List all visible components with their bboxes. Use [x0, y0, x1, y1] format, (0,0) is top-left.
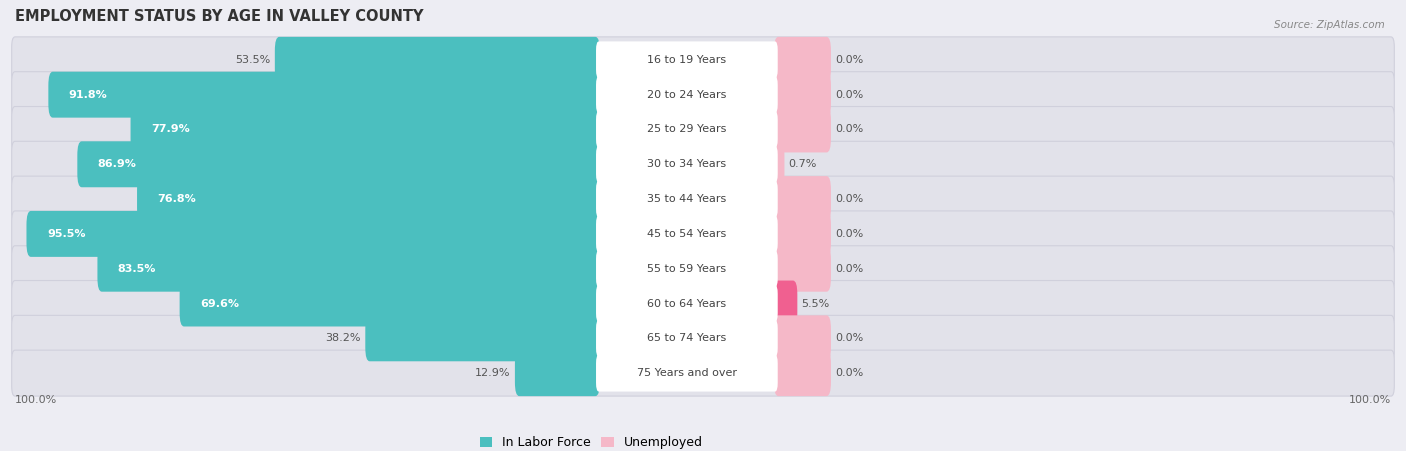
Text: 100.0%: 100.0% [1348, 395, 1391, 405]
FancyBboxPatch shape [773, 37, 831, 83]
FancyBboxPatch shape [11, 350, 1395, 396]
FancyBboxPatch shape [596, 354, 778, 391]
Text: 20 to 24 Years: 20 to 24 Years [647, 90, 727, 100]
FancyBboxPatch shape [11, 246, 1395, 292]
Text: 0.0%: 0.0% [835, 368, 863, 378]
Text: 0.0%: 0.0% [835, 264, 863, 274]
Text: 0.0%: 0.0% [835, 124, 863, 134]
FancyBboxPatch shape [773, 176, 831, 222]
FancyBboxPatch shape [366, 315, 600, 361]
FancyBboxPatch shape [48, 72, 600, 118]
Text: 5.5%: 5.5% [801, 299, 830, 308]
Text: 38.2%: 38.2% [326, 333, 361, 343]
Text: 55 to 59 Years: 55 to 59 Years [647, 264, 727, 274]
FancyBboxPatch shape [596, 111, 778, 148]
FancyBboxPatch shape [596, 146, 778, 183]
Text: 35 to 44 Years: 35 to 44 Years [647, 194, 727, 204]
FancyBboxPatch shape [773, 315, 831, 361]
Text: 77.9%: 77.9% [150, 124, 190, 134]
FancyBboxPatch shape [97, 246, 600, 292]
Text: 0.0%: 0.0% [835, 194, 863, 204]
Text: 69.6%: 69.6% [200, 299, 239, 308]
Text: EMPLOYMENT STATUS BY AGE IN VALLEY COUNTY: EMPLOYMENT STATUS BY AGE IN VALLEY COUNT… [15, 9, 423, 24]
FancyBboxPatch shape [596, 250, 778, 287]
FancyBboxPatch shape [773, 141, 785, 187]
FancyBboxPatch shape [773, 281, 797, 327]
FancyBboxPatch shape [27, 211, 600, 257]
Text: 0.7%: 0.7% [789, 159, 817, 169]
FancyBboxPatch shape [596, 41, 778, 78]
FancyBboxPatch shape [180, 281, 600, 327]
FancyBboxPatch shape [11, 281, 1395, 327]
Text: Source: ZipAtlas.com: Source: ZipAtlas.com [1274, 20, 1385, 30]
Text: 100.0%: 100.0% [15, 395, 58, 405]
FancyBboxPatch shape [11, 141, 1395, 187]
FancyBboxPatch shape [11, 315, 1395, 361]
FancyBboxPatch shape [596, 76, 778, 113]
FancyBboxPatch shape [274, 37, 600, 83]
FancyBboxPatch shape [136, 176, 600, 222]
Text: 25 to 29 Years: 25 to 29 Years [647, 124, 727, 134]
FancyBboxPatch shape [773, 350, 831, 396]
FancyBboxPatch shape [773, 211, 831, 257]
FancyBboxPatch shape [596, 320, 778, 357]
Text: 91.8%: 91.8% [69, 90, 107, 100]
FancyBboxPatch shape [131, 106, 600, 152]
FancyBboxPatch shape [596, 181, 778, 217]
FancyBboxPatch shape [515, 350, 600, 396]
Text: 75 Years and over: 75 Years and over [637, 368, 737, 378]
FancyBboxPatch shape [11, 72, 1395, 118]
FancyBboxPatch shape [77, 141, 600, 187]
Text: 0.0%: 0.0% [835, 229, 863, 239]
FancyBboxPatch shape [11, 106, 1395, 152]
FancyBboxPatch shape [596, 216, 778, 253]
Text: 76.8%: 76.8% [157, 194, 197, 204]
Text: 12.9%: 12.9% [475, 368, 510, 378]
FancyBboxPatch shape [773, 106, 831, 152]
FancyBboxPatch shape [11, 37, 1395, 83]
Text: 30 to 34 Years: 30 to 34 Years [647, 159, 727, 169]
FancyBboxPatch shape [11, 176, 1395, 222]
Text: 0.0%: 0.0% [835, 90, 863, 100]
Text: 83.5%: 83.5% [118, 264, 156, 274]
Text: 45 to 54 Years: 45 to 54 Years [647, 229, 727, 239]
Text: 65 to 74 Years: 65 to 74 Years [647, 333, 727, 343]
Text: 95.5%: 95.5% [46, 229, 86, 239]
FancyBboxPatch shape [596, 285, 778, 322]
Text: 60 to 64 Years: 60 to 64 Years [647, 299, 727, 308]
Text: 0.0%: 0.0% [835, 55, 863, 65]
FancyBboxPatch shape [11, 211, 1395, 257]
Text: 16 to 19 Years: 16 to 19 Years [647, 55, 727, 65]
FancyBboxPatch shape [773, 246, 831, 292]
Text: 86.9%: 86.9% [98, 159, 136, 169]
Text: 53.5%: 53.5% [235, 55, 270, 65]
FancyBboxPatch shape [773, 72, 831, 118]
Legend: In Labor Force, Unemployed: In Labor Force, Unemployed [475, 431, 707, 451]
Text: 0.0%: 0.0% [835, 333, 863, 343]
